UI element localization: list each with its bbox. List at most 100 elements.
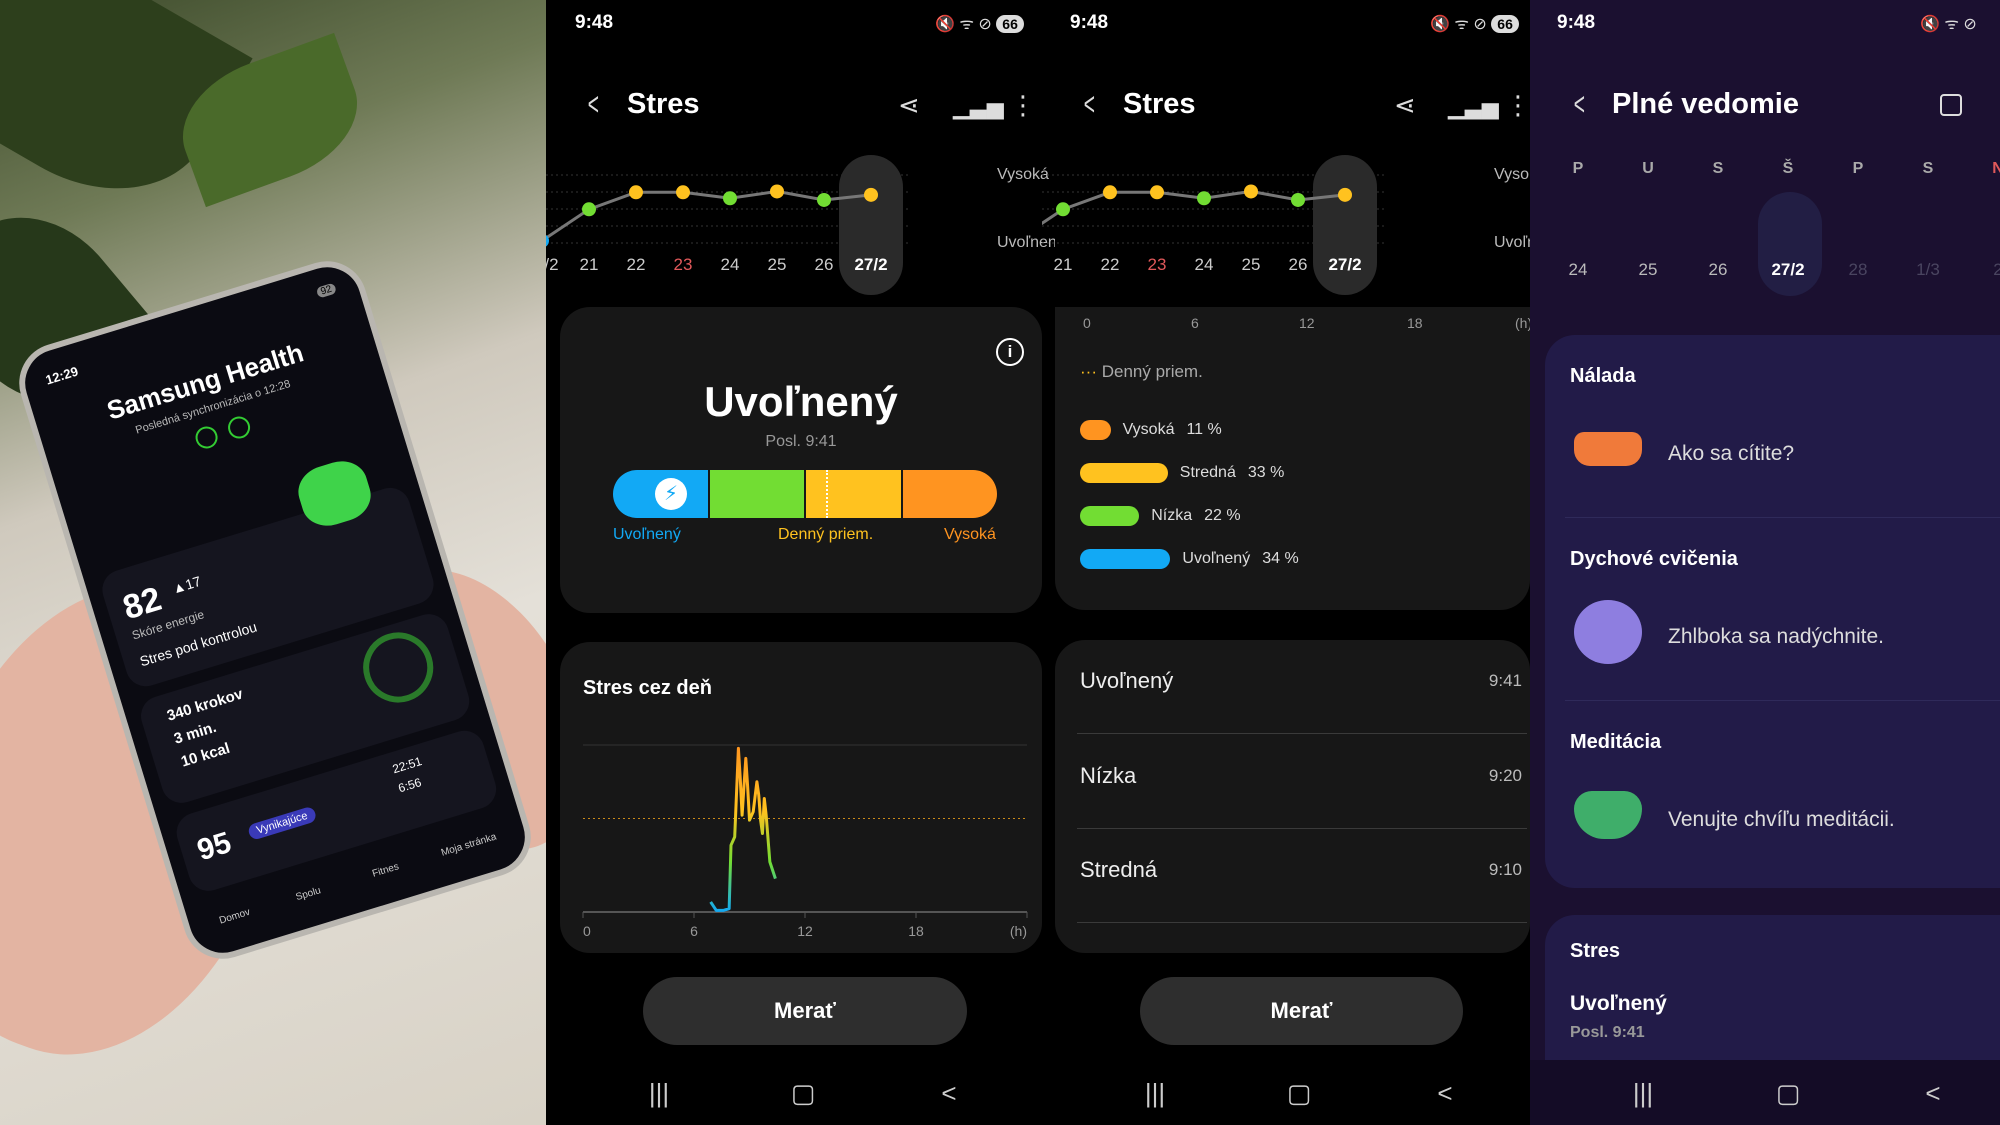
weekday-letter: S bbox=[1922, 160, 1934, 177]
more-icon[interactable]: ⋮ bbox=[1010, 90, 1036, 120]
history-label: Uvoľnený bbox=[1080, 668, 1174, 693]
watch-icon[interactable] bbox=[192, 423, 221, 452]
share-icon[interactable]: ⋖ bbox=[1394, 90, 1416, 120]
history-row[interactable]: Nízka 9:20 bbox=[1080, 763, 1522, 789]
more-icon[interactable]: ⋮ bbox=[1990, 90, 2000, 121]
share-icon[interactable]: ⋖ bbox=[898, 90, 920, 120]
day-label: 20/2 bbox=[546, 255, 559, 274]
legend-bar bbox=[1080, 420, 1111, 440]
scale-label-high: Vysoká bbox=[944, 526, 996, 543]
page-title: Stres bbox=[1123, 88, 1196, 120]
nav-home-icon[interactable]: ▢ bbox=[790, 1078, 816, 1108]
stress-heading: Stres bbox=[1570, 940, 1621, 962]
calendar-date[interactable]: 25 bbox=[1638, 260, 1658, 279]
week-axis-high: Vysoká bbox=[1494, 166, 1530, 183]
weekday-letter: Š bbox=[1782, 160, 1794, 177]
measure-button[interactable]: Merať bbox=[1140, 977, 1463, 1045]
weekly-point bbox=[582, 202, 596, 217]
meditation-icon bbox=[1574, 781, 1642, 849]
history-row[interactable]: Uvoľnený 9:41 bbox=[1080, 668, 1522, 694]
mood-icon bbox=[1574, 415, 1642, 483]
weekly-point bbox=[1291, 192, 1305, 207]
weekly-point bbox=[723, 191, 737, 206]
back-icon[interactable]: < bbox=[1573, 86, 1585, 122]
back-icon[interactable]: < bbox=[1083, 86, 1095, 122]
calendar-date[interactable]: 27/2 bbox=[1771, 260, 1805, 279]
weekly-point bbox=[1150, 185, 1164, 200]
x-tick-label: 6 bbox=[690, 923, 698, 939]
measure-button[interactable]: Merať bbox=[643, 977, 967, 1045]
trends-icon[interactable]: ▁▃▅ bbox=[1448, 94, 1499, 119]
calendar-date[interactable]: 2 bbox=[1993, 260, 2000, 279]
section-heading: Meditácia bbox=[1570, 731, 1662, 753]
section-action[interactable]: Venujte chvíľu meditácii. bbox=[1668, 808, 1895, 831]
section-action[interactable]: Ako sa cítite? bbox=[1668, 442, 1795, 465]
week-calendar: P U S Š P S N 24 25 26 27/2 28 1/3 2 bbox=[1530, 150, 2000, 300]
daily-stress-chart[interactable]: 0 6 12 18 (h) bbox=[560, 730, 1042, 950]
weekly-point bbox=[1103, 185, 1117, 200]
breathing-icon bbox=[1574, 598, 1642, 666]
history-row[interactable]: Stredná 9:10 bbox=[1080, 857, 1522, 883]
weekly-point bbox=[546, 235, 549, 247]
section-heading: Dychové cvičenia bbox=[1570, 548, 1738, 570]
legend-name: Vysoká bbox=[1122, 421, 1175, 438]
nav-my-page[interactable]: Moja stránka bbox=[439, 831, 498, 859]
calendar-date[interactable]: 1/3 bbox=[1916, 260, 1940, 279]
calendar-icon[interactable] bbox=[1940, 94, 1962, 116]
stress-summary-card[interactable] bbox=[1545, 915, 2000, 1060]
photo-panel: 12:29 92 Samsung Health Posledná synchro… bbox=[0, 0, 546, 1125]
weekly-point bbox=[676, 185, 690, 200]
weekly-stress-chart[interactable]: 20/22521222324252627/2 bbox=[1042, 150, 1530, 300]
calendar-date[interactable]: 24 bbox=[1568, 260, 1588, 279]
nav-recents-icon[interactable]: ||| bbox=[1144, 1078, 1166, 1108]
day-label: 27/2 bbox=[854, 255, 887, 274]
phone-status-time: 12:29 bbox=[43, 363, 80, 388]
legend-item: Stredná 33 % bbox=[1080, 463, 1520, 483]
day-label: 23 bbox=[674, 255, 693, 274]
nav-recents-icon[interactable]: ||| bbox=[648, 1078, 670, 1108]
stress-line bbox=[709, 746, 777, 912]
week-axis-high: Vysoká bbox=[997, 166, 1049, 183]
nav-home[interactable]: Domov bbox=[217, 906, 252, 927]
status-icons: 🔇 ᯤ ⊘ 66 bbox=[1430, 12, 1519, 34]
info-icon[interactable]: i bbox=[996, 338, 1024, 366]
daily-average-marker bbox=[826, 470, 828, 518]
section-action[interactable]: Zhlboka sa nadýchnite. bbox=[1668, 625, 1884, 648]
battery-badge: 66 bbox=[1491, 15, 1519, 33]
legend-name: Nízka bbox=[1151, 507, 1193, 524]
weekly-point bbox=[1056, 202, 1070, 217]
legend-item: Vysoká 11 % bbox=[1080, 420, 1520, 440]
x-tick-label: 12 bbox=[797, 923, 813, 939]
scale-label-avg: Denný priem. bbox=[778, 526, 874, 543]
nav-together[interactable]: Spolu bbox=[294, 885, 323, 904]
nav-home-icon[interactable]: ▢ bbox=[1775, 1078, 1801, 1108]
divider bbox=[1565, 517, 2000, 518]
phone-battery: 92 bbox=[315, 282, 338, 299]
legend-bar bbox=[1080, 463, 1168, 483]
scale-relaxed: ⚡ bbox=[613, 470, 708, 518]
weekly-stress-chart[interactable]: 20/22521222324252627/2 bbox=[546, 150, 1055, 300]
nav-back-icon[interactable]: < bbox=[1437, 1078, 1453, 1108]
weekly-point bbox=[864, 187, 878, 202]
nav-recents-icon[interactable]: ||| bbox=[1632, 1078, 1654, 1108]
nav-back-icon[interactable]: < bbox=[1925, 1078, 1941, 1108]
nav-back-icon[interactable]: < bbox=[941, 1078, 957, 1108]
more-icon[interactable]: ⋮ bbox=[1505, 90, 1531, 120]
last-measured: Posl. 9:41 bbox=[765, 433, 837, 450]
avg-legend-label: Denný priem. bbox=[1101, 362, 1203, 381]
back-icon[interactable]: < bbox=[587, 86, 599, 122]
ring-icon[interactable] bbox=[225, 413, 253, 442]
nav-fitness[interactable]: Fitnes bbox=[370, 861, 401, 880]
trends-icon[interactable]: ▁▃▅ bbox=[953, 94, 1004, 119]
day-label: 23 bbox=[1148, 255, 1167, 274]
status-right-icons: 🔇 ᯤ ⊘ bbox=[1430, 16, 1487, 33]
week-axis-low: Uvoľnený bbox=[997, 234, 1055, 251]
daily-axis-continued: 0 6 12 18 (h) bbox=[1055, 307, 1532, 337]
stress-scale-bar: ⚡ bbox=[613, 470, 997, 518]
day-label: 22 bbox=[1101, 255, 1120, 274]
nav-home-icon[interactable]: ▢ bbox=[1286, 1078, 1312, 1108]
calendar-date[interactable]: 28 bbox=[1848, 260, 1868, 279]
weekday-letter: N bbox=[1992, 160, 2000, 177]
status-time: 9:48 bbox=[1557, 12, 1596, 33]
calendar-date[interactable]: 26 bbox=[1708, 260, 1728, 279]
